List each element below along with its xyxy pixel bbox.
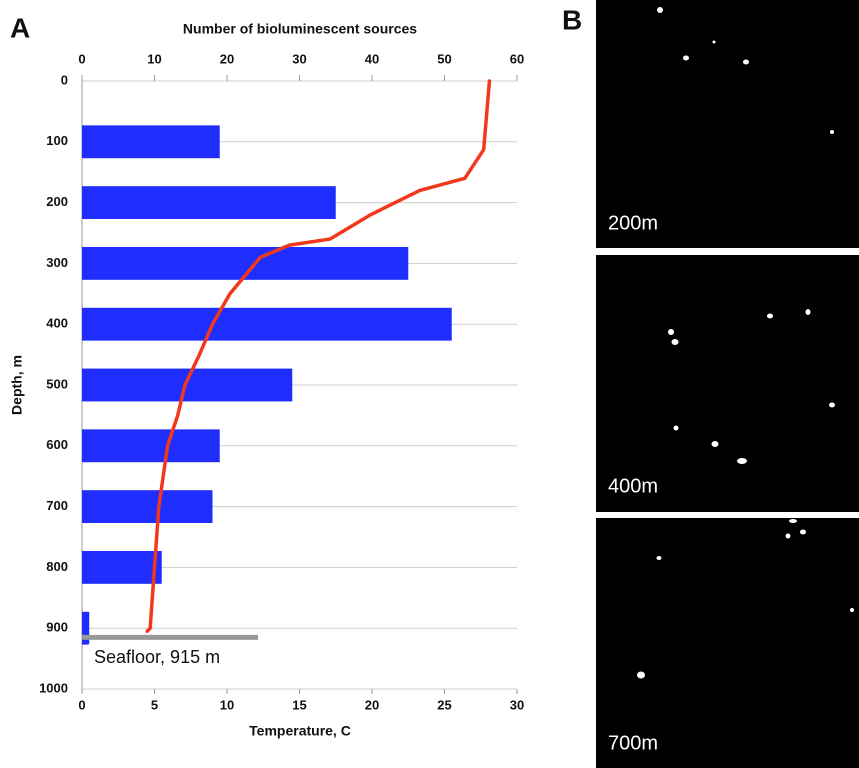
speck (767, 313, 773, 319)
image-label: 400m (608, 475, 658, 497)
bar (82, 186, 336, 220)
speck (785, 533, 791, 539)
y-axis-title: Depth, m (9, 355, 25, 415)
bar (82, 611, 90, 645)
speck (671, 339, 679, 345)
image-panel: 700m (596, 518, 859, 768)
bar (82, 550, 162, 584)
speck (668, 329, 674, 335)
x2-tick-label: 30 (510, 697, 524, 712)
speck (711, 441, 719, 447)
speck (673, 425, 679, 431)
speck (829, 402, 835, 408)
speck (637, 671, 645, 679)
micrograph (596, 518, 859, 768)
x2-tick-label: 10 (220, 697, 234, 712)
y-tick-label: 300 (46, 255, 68, 270)
x-axis-title: Number of bioluminescent sources (183, 21, 417, 37)
micrograph (596, 0, 859, 248)
speck (800, 529, 806, 535)
x-tick-label: 60 (510, 51, 524, 66)
y-tick-label: 400 (46, 316, 68, 331)
seafloor-label: Seafloor, 915 m (94, 647, 220, 667)
bar (82, 368, 293, 402)
x-tick-label: 0 (78, 51, 85, 66)
speck (737, 458, 747, 464)
speck (850, 608, 854, 612)
speck (656, 556, 662, 560)
y-tick-label: 800 (46, 559, 68, 574)
speck (712, 40, 716, 44)
speck (830, 130, 834, 134)
x-tick-label: 30 (292, 51, 306, 66)
bar (82, 429, 220, 463)
y-tick-label: 600 (46, 437, 68, 452)
image-label: 700m (608, 732, 658, 754)
x-tick-label: 20 (220, 51, 234, 66)
y-tick-label: 200 (46, 194, 68, 209)
y-tick-label: 100 (46, 133, 68, 148)
seafloor-label-bg (88, 644, 256, 671)
bar (82, 307, 452, 341)
speck (683, 55, 689, 61)
speck (743, 59, 749, 65)
x2-tick-label: 15 (292, 697, 306, 712)
y-tick-label: 0 (61, 72, 68, 87)
x2-tick-label: 25 (437, 697, 451, 712)
bar (82, 490, 213, 524)
x-tick-label: 40 (365, 51, 379, 66)
x2-tick-label: 5 (151, 697, 158, 712)
temperature-line (145, 79, 492, 633)
image-panel: 400m (596, 255, 859, 512)
x2-tick-label: 0 (78, 697, 85, 712)
y-tick-label: 900 (46, 620, 68, 635)
panel-label: B (562, 4, 582, 35)
y-tick-label: 700 (46, 498, 68, 513)
speck (805, 309, 811, 315)
image-panel: 200m (596, 0, 859, 248)
bar (82, 125, 220, 159)
x2-tick-label: 20 (365, 697, 379, 712)
panel-label: A (10, 12, 30, 43)
x-tick-label: 10 (147, 51, 161, 66)
y-tick-label: 1000 (39, 680, 68, 695)
image-label: 200m (608, 212, 658, 234)
micrograph (596, 255, 859, 512)
speck (657, 7, 663, 13)
x-tick-label: 50 (437, 51, 451, 66)
speck (789, 519, 797, 523)
x2-axis-title: Temperature, C (249, 723, 351, 739)
y-tick-label: 500 (46, 376, 68, 391)
